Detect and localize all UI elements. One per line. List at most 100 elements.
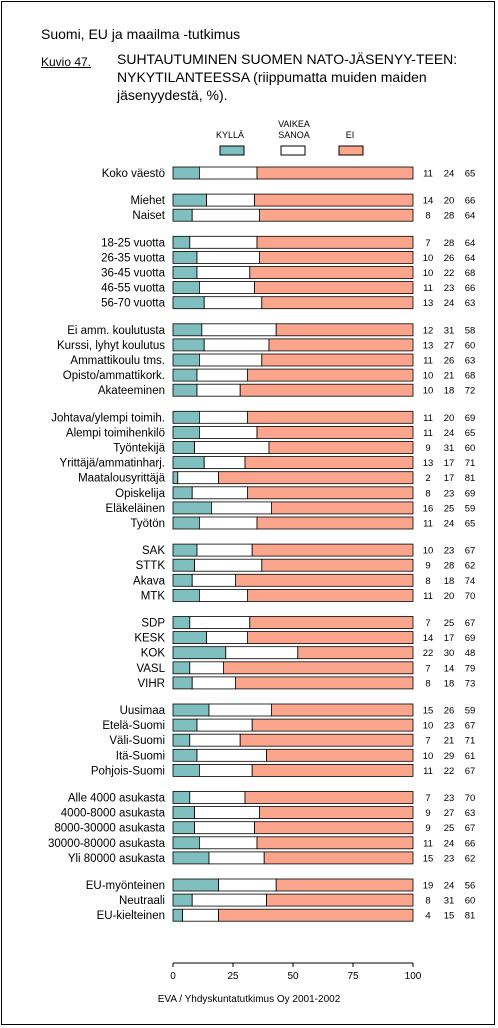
bar-segment-yes bbox=[172, 353, 200, 367]
value-label-no: 65 bbox=[465, 169, 476, 180]
row-label: 18-25 vuotta bbox=[101, 237, 166, 249]
row-label: Yli 80000 asukasta bbox=[68, 853, 166, 865]
value-label-undecided: 18 bbox=[444, 678, 455, 689]
bar-segment-undecided bbox=[206, 631, 248, 644]
value-label-undecided: 25 bbox=[444, 503, 455, 514]
value-label-no: 72 bbox=[465, 386, 476, 397]
value-label-no: 71 bbox=[465, 458, 476, 469]
value-label-no: 69 bbox=[465, 633, 476, 644]
value-label-no: 48 bbox=[465, 648, 476, 659]
bar-segment-yes bbox=[172, 410, 200, 424]
value-label-undecided: 25 bbox=[444, 823, 455, 834]
bar-segment-no bbox=[270, 703, 414, 717]
value-label-undecided: 27 bbox=[444, 808, 455, 819]
bar-segment-undecided bbox=[196, 266, 251, 279]
bar-segment-undecided bbox=[191, 486, 248, 500]
row-label: Koko väestö bbox=[102, 168, 165, 180]
row-label: 46-55 vuotta bbox=[101, 283, 166, 295]
bar-segment-yes bbox=[172, 558, 196, 572]
bar-segment-yes bbox=[172, 718, 198, 732]
row-label: 56-70 vuotta bbox=[101, 298, 166, 310]
x-tick-label: 50 bbox=[287, 971, 299, 982]
value-label-no: 69 bbox=[465, 488, 476, 499]
value-label-yes: 11 bbox=[423, 838, 433, 849]
bar-segment-no bbox=[297, 646, 414, 660]
value-label-undecided: 24 bbox=[444, 298, 455, 309]
bar-segment-yes bbox=[172, 250, 198, 264]
value-label-yes: 8 bbox=[425, 576, 430, 587]
value-label-yes: 9 bbox=[425, 823, 430, 834]
bar-segment-yes bbox=[172, 266, 198, 279]
value-label-yes: 9 bbox=[425, 561, 430, 572]
bar-segment-yes bbox=[172, 764, 200, 777]
bar-segment-undecided bbox=[189, 616, 251, 629]
value-label-yes: 10 bbox=[423, 751, 434, 762]
value-label-yes: 12 bbox=[423, 325, 434, 336]
bar-segment-yes bbox=[172, 616, 191, 629]
bar-segment-no bbox=[258, 208, 414, 222]
legend-swatch-no bbox=[338, 145, 364, 156]
bar-segment-undecided bbox=[198, 836, 258, 850]
footer-source: EVA / Yhdyskuntatutkimus Oy 2001-2002 bbox=[157, 994, 341, 1005]
bar-segment-yes bbox=[172, 323, 203, 337]
bar-segment-yes bbox=[172, 471, 179, 485]
row-label: Pohjois-Suomi bbox=[91, 765, 165, 777]
bar-segment-yes bbox=[172, 368, 198, 382]
bar-segment-yes bbox=[172, 703, 210, 717]
bar-segment-no bbox=[256, 425, 414, 439]
value-label-no: 64 bbox=[465, 238, 476, 249]
bar-segment-undecided bbox=[198, 353, 263, 367]
row-label: Työntekijä bbox=[113, 443, 165, 455]
bar-segment-undecided bbox=[189, 733, 241, 747]
bar-segment-yes bbox=[172, 646, 227, 660]
value-label-no: 70 bbox=[465, 591, 476, 602]
row-label: Etelä-Suomi bbox=[102, 720, 165, 732]
bar-segment-no bbox=[268, 338, 414, 352]
bar-segment-yes bbox=[172, 589, 200, 602]
value-label-undecided: 20 bbox=[444, 591, 455, 602]
value-label-undecided: 31 bbox=[444, 896, 455, 907]
row-label: Akava bbox=[133, 575, 166, 587]
bar-segment-undecided bbox=[191, 573, 236, 587]
value-label-yes: 11 bbox=[423, 413, 433, 424]
bar-segment-yes bbox=[172, 441, 196, 454]
value-label-undecided: 24 bbox=[444, 169, 455, 180]
value-label-undecided: 22 bbox=[444, 766, 455, 777]
legend-swatch-undecided bbox=[280, 145, 306, 156]
bar-segment-undecided bbox=[196, 543, 253, 557]
row-label: Työtön bbox=[130, 518, 165, 530]
value-label-no: 60 bbox=[465, 896, 476, 907]
bar-segment-yes bbox=[172, 878, 219, 892]
value-label-undecided: 17 bbox=[444, 633, 455, 644]
bar-segment-undecided bbox=[196, 250, 260, 264]
value-label-yes: 9 bbox=[425, 443, 430, 454]
row-label: 26-35 vuotta bbox=[101, 252, 166, 264]
value-label-yes: 7 bbox=[425, 618, 430, 629]
bar-segment-undecided bbox=[198, 516, 258, 530]
value-label-undecided: 18 bbox=[444, 386, 455, 397]
x-tick-label: 100 bbox=[405, 971, 422, 982]
bar-segment-undecided bbox=[198, 589, 248, 602]
value-label-no: 65 bbox=[465, 428, 476, 439]
bar-segment-undecided bbox=[198, 425, 258, 439]
bar-segment-undecided bbox=[198, 410, 248, 424]
row-label: EU-myönteinen bbox=[86, 880, 165, 892]
bar-segment-yes bbox=[172, 501, 212, 515]
row-label: VASL bbox=[136, 663, 165, 675]
bar-segment-no bbox=[256, 516, 414, 530]
bar-segment-no bbox=[254, 821, 414, 835]
value-label-yes: 8 bbox=[425, 678, 430, 689]
value-label-no: 58 bbox=[465, 325, 476, 336]
legend-label-undecided: VAIKEA SANOA bbox=[278, 119, 310, 140]
value-label-undecided: 21 bbox=[444, 371, 455, 382]
value-label-no: 79 bbox=[465, 663, 476, 674]
row-label: Ammattikoulu tms. bbox=[70, 355, 165, 367]
bar-segment-yes bbox=[172, 851, 210, 865]
bar-segment-undecided bbox=[194, 441, 270, 454]
value-label-undecided: 23 bbox=[444, 283, 455, 294]
row-label: Opiskelija bbox=[115, 488, 165, 500]
value-label-undecided: 26 bbox=[444, 356, 455, 367]
bar-segment-undecided bbox=[194, 558, 263, 572]
value-label-yes: 14 bbox=[423, 196, 434, 207]
